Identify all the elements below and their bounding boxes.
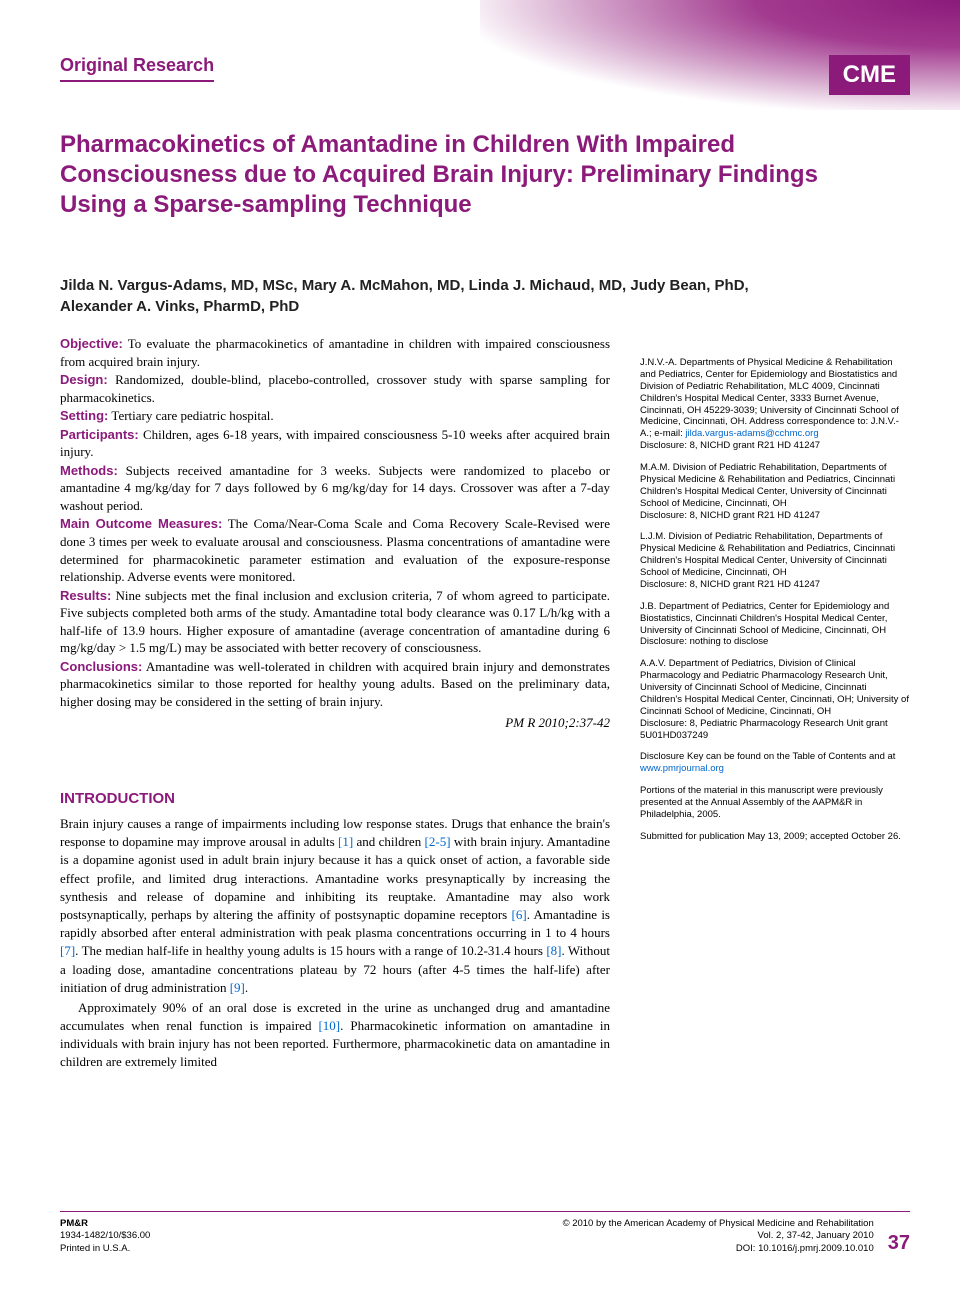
objective-label: Objective: xyxy=(60,336,123,351)
article-title: Pharmacokinetics of Amantadine in Childr… xyxy=(60,130,820,220)
authors: Jilda N. Vargus-Adams, MD, MSc, Mary A. … xyxy=(60,275,820,317)
citation: PM R 2010;2:37-42 xyxy=(60,714,610,732)
disclosure-key-link[interactable]: www.pmrjournal.org xyxy=(640,763,724,774)
design-text: Randomized, double-blind, placebo-contro… xyxy=(60,372,610,405)
setting-label: Setting: xyxy=(60,408,108,423)
affil-2-disclosure: Disclosure: 8, NICHD grant R21 HD 41247 xyxy=(640,510,910,522)
conclusions-text: Amantadine was well-tolerated in childre… xyxy=(60,659,610,709)
portions-note: Portions of the material in this manuscr… xyxy=(640,785,910,821)
footer-journal: PM&R xyxy=(60,1218,150,1230)
affil-1: J.N.V.-A. Departments of Physical Medici… xyxy=(640,357,899,439)
ref-7-link[interactable]: [7] xyxy=(60,943,75,958)
ref-8-link[interactable]: [8] xyxy=(546,943,561,958)
ref-10-link[interactable]: [10] xyxy=(318,1018,340,1033)
cme-badge: CME xyxy=(829,55,910,95)
abstract-block: Objective: To evaluate the pharmacokinet… xyxy=(60,335,610,733)
disclosure-key: Disclosure Key can be found on the Table… xyxy=(640,751,895,762)
results-text: Nine subjects met the final inclusion an… xyxy=(60,588,610,656)
affil-4-disclosure: Disclosure: nothing to disclose xyxy=(640,636,910,648)
section-label: Original Research xyxy=(60,55,214,82)
introduction-heading: INTRODUCTION xyxy=(60,790,175,807)
affil-1-disclosure: Disclosure: 8, NICHD grant R21 HD 41247 xyxy=(640,440,910,452)
page-footer: PM&R 1934-1482/10/$36.00 Printed in U.S.… xyxy=(60,1211,910,1255)
affil-3: L.J.M. Division of Pediatric Rehabilitat… xyxy=(640,531,910,579)
footer-printed: Printed in U.S.A. xyxy=(60,1243,150,1255)
page-number: 37 xyxy=(888,1232,910,1255)
introduction-body: Brain injury causes a range of impairmen… xyxy=(60,815,610,1074)
affil-3-disclosure: Disclosure: 8, NICHD grant R21 HD 41247 xyxy=(640,579,910,591)
footer-vol: Vol. 2, 37-42, January 2010 xyxy=(563,1230,874,1242)
participants-label: Participants: xyxy=(60,427,139,442)
methods-label: Methods: xyxy=(60,463,118,478)
objective-text: To evaluate the pharmacokinetics of aman… xyxy=(60,336,610,369)
ref-1-link[interactable]: [1] xyxy=(338,834,353,849)
intro-p1e: . The median half-life in healthy young … xyxy=(75,943,546,958)
footer-doi: DOI: 10.1016/j.pmrj.2009.10.010 xyxy=(563,1243,874,1255)
ref-2-5-link[interactable]: [2-5] xyxy=(425,834,451,849)
results-label: Results: xyxy=(60,588,111,603)
affil-4: J.B. Department of Pediatrics, Center fo… xyxy=(640,601,910,637)
ref-9-link[interactable]: [9] xyxy=(230,980,245,995)
affiliations-sidebar: J.N.V.-A. Departments of Physical Medici… xyxy=(640,357,910,853)
ref-6-link[interactable]: [6] xyxy=(512,907,527,922)
affil-5-disclosure: Disclosure: 8, Pediatric Pharmacology Re… xyxy=(640,718,910,742)
intro-p1b: and children xyxy=(353,834,424,849)
conclusions-label: Conclusions: xyxy=(60,659,142,674)
affil-5: A.A.V. Department of Pediatrics, Divisio… xyxy=(640,658,910,717)
footer-copyright: © 2010 by the American Academy of Physic… xyxy=(563,1218,874,1230)
methods-text: Subjects received amantadine for 3 weeks… xyxy=(60,463,610,513)
participants-text: Children, ages 6-18 years, with impaired… xyxy=(60,427,610,460)
intro-p1g: . xyxy=(245,980,248,995)
affil-1-email-link[interactable]: jilda.vargus-adams@cchmc.org xyxy=(685,428,818,439)
submitted-note: Submitted for publication May 13, 2009; … xyxy=(640,831,910,843)
setting-text: Tertiary care pediatric hospital. xyxy=(108,408,273,423)
footer-issn: 1934-1482/10/$36.00 xyxy=(60,1230,150,1242)
design-label: Design: xyxy=(60,372,108,387)
outcomes-label: Main Outcome Measures: xyxy=(60,516,222,531)
affil-2: M.A.M. Division of Pediatric Rehabilitat… xyxy=(640,462,910,510)
